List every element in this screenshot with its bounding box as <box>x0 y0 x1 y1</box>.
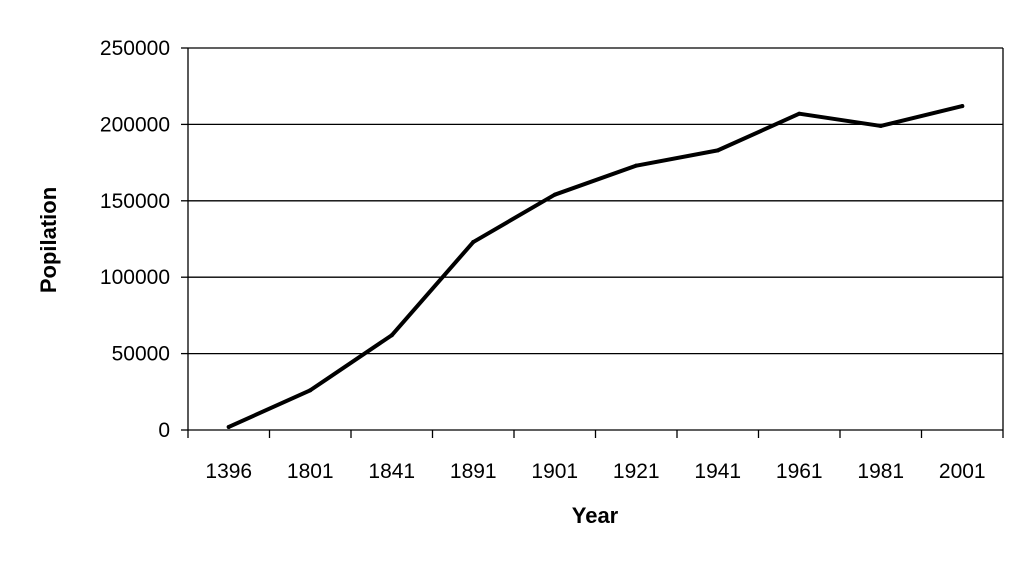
x-tick-label: 1941 <box>694 460 741 483</box>
data-point <box>471 240 476 245</box>
y-tick-label: 200000 <box>100 113 170 136</box>
x-tick-label: 1981 <box>857 460 904 483</box>
y-tick-label: 0 <box>158 419 170 442</box>
gridlines <box>188 47 1003 355</box>
y-tick-label: 100000 <box>100 266 170 289</box>
x-tick-label: 1396 <box>205 460 252 483</box>
data-point <box>960 104 965 109</box>
data-point <box>226 424 231 429</box>
x-tick-label: 1961 <box>776 460 823 483</box>
data-point <box>552 192 557 197</box>
x-axis-title: Year <box>572 503 619 528</box>
y-tick-label: 150000 <box>100 190 170 213</box>
y-axis-title: Popilation <box>36 187 61 293</box>
x-tick-label: 1801 <box>287 460 334 483</box>
x-tick-label: 2001 <box>939 460 986 483</box>
tick-labels: 0 50000 100000 150000 200000 250000 1396 1801 18… <box>100 37 986 483</box>
x-tick-label: 1901 <box>531 460 578 483</box>
series-line <box>226 104 965 429</box>
data-point <box>389 333 394 338</box>
data-point <box>797 111 802 116</box>
data-point <box>878 123 883 128</box>
x-tick-label: 1841 <box>368 460 415 483</box>
data-point <box>715 148 720 153</box>
y-tick-label: 50000 <box>112 343 170 366</box>
axes <box>181 47 1004 438</box>
data-point <box>634 163 639 168</box>
y-tick-label: 250000 <box>100 37 170 60</box>
data-point <box>308 388 313 393</box>
series <box>226 104 965 429</box>
x-tick-label: 1891 <box>450 460 497 483</box>
x-tick-label: 1921 <box>613 460 660 483</box>
